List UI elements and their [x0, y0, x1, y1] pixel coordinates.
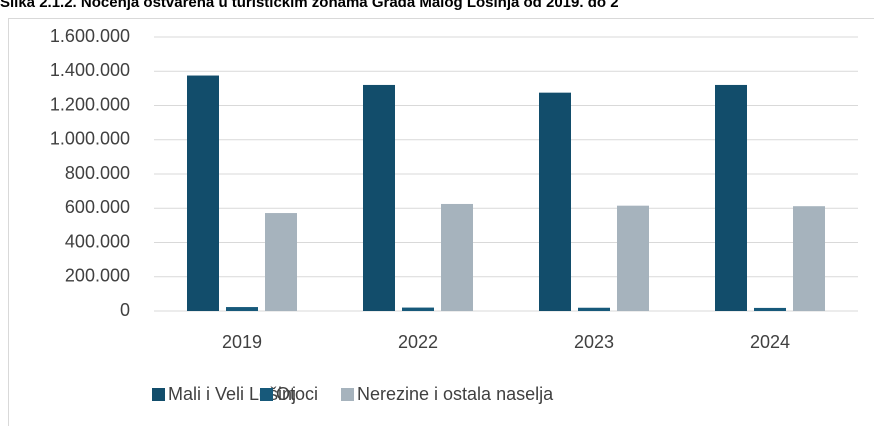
bar [715, 84, 747, 311]
bar [441, 203, 473, 311]
bar [265, 213, 297, 311]
bar [363, 84, 395, 311]
y-tick-label: 400.000 [65, 231, 130, 251]
x-tick-label: 2022 [398, 332, 438, 352]
legend-swatch [152, 388, 165, 401]
bar [793, 206, 825, 311]
y-tick-label: 800.000 [65, 163, 130, 183]
y-tick-label: 600.000 [65, 197, 130, 217]
bar [187, 75, 219, 311]
legend-label: Nerezine i ostala naselja [357, 384, 554, 404]
legend-swatch [260, 388, 273, 401]
bar [617, 205, 649, 311]
x-tick-label: 2019 [222, 332, 262, 352]
y-tick-label: 0 [120, 300, 130, 320]
y-tick-label: 1.200.000 [50, 94, 130, 114]
chart-title: Slika 2.1.2. Noćenja ostvarena u turisti… [0, 0, 619, 11]
bar [539, 92, 571, 311]
bar [402, 307, 434, 311]
bar [578, 307, 610, 311]
bar [226, 307, 258, 311]
legend-label: Otoci [276, 384, 318, 404]
bar [754, 307, 786, 311]
x-tick-label: 2024 [750, 332, 790, 352]
y-tick-label: 200.000 [65, 266, 130, 286]
legend-swatch [341, 388, 354, 401]
y-tick-label: 1.000.000 [50, 129, 130, 149]
x-tick-label: 2023 [574, 332, 614, 352]
y-tick-label: 1.400.000 [50, 60, 130, 80]
chart-frame [8, 18, 874, 426]
y-tick-label: 1.600.000 [50, 26, 130, 46]
